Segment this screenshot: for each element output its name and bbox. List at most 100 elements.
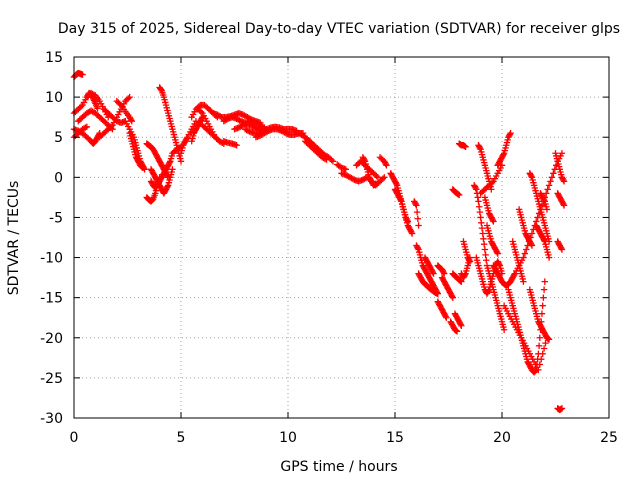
x-tick-label: 10 <box>279 430 297 446</box>
y-axis-label: SDTVAR / TECUs <box>6 181 22 296</box>
y-tick-label: -10 <box>40 251 63 267</box>
data-point <box>139 164 146 171</box>
y-tick-label: 15 <box>45 50 63 66</box>
x-tick-label: 20 <box>493 430 511 446</box>
data-series <box>209 109 264 126</box>
data-point <box>472 184 479 192</box>
data-point <box>461 271 469 279</box>
y-tick-label: -30 <box>40 411 63 427</box>
data-point <box>413 202 420 209</box>
data-series <box>554 238 566 253</box>
data-point <box>488 186 495 193</box>
data-point <box>540 345 548 352</box>
data-point <box>482 251 489 259</box>
x-tick-label: 25 <box>600 430 618 446</box>
data-point <box>536 334 544 341</box>
chart-title: Day 315 of 2025, Sidereal Day-to-day VTE… <box>58 21 620 37</box>
data-series <box>199 121 227 147</box>
data-point <box>528 240 535 248</box>
data-series <box>143 140 172 181</box>
data-series <box>554 405 566 414</box>
data-point <box>457 321 464 328</box>
data-point <box>528 230 536 237</box>
data-series <box>113 97 135 125</box>
data-point <box>483 257 490 264</box>
data-point <box>177 158 185 165</box>
data-point <box>321 155 329 163</box>
data-point <box>434 290 441 297</box>
data-point <box>528 172 535 180</box>
data-point <box>169 166 176 173</box>
data-point <box>480 240 488 248</box>
data-point <box>233 142 240 149</box>
data-series <box>434 262 448 277</box>
data-series <box>470 182 508 333</box>
data-series <box>338 170 388 189</box>
data-series <box>126 130 146 171</box>
data-series <box>359 154 379 189</box>
data-point <box>412 200 419 208</box>
y-tick-label: 10 <box>45 90 63 106</box>
data-point <box>510 271 518 279</box>
data-point <box>560 178 568 185</box>
data-point <box>481 246 489 253</box>
data-point <box>462 143 469 151</box>
data-point <box>473 186 480 193</box>
data-point <box>490 218 497 225</box>
data-point <box>79 71 86 78</box>
data-point <box>474 194 481 201</box>
data-point <box>507 130 514 137</box>
data-point <box>127 116 135 124</box>
data-point <box>540 286 548 293</box>
data-point <box>465 257 473 264</box>
data-point <box>381 174 388 181</box>
data-point <box>414 244 422 252</box>
data-series <box>231 117 268 133</box>
data-point <box>493 249 501 256</box>
data-point <box>494 250 501 257</box>
data-series <box>456 140 469 151</box>
plot-frame <box>73 56 610 419</box>
data-point <box>183 135 190 142</box>
data-series <box>460 238 474 265</box>
grid-lines <box>74 57 609 418</box>
data-series <box>177 117 200 157</box>
data-point <box>361 156 368 164</box>
data-series <box>70 69 86 81</box>
data-point <box>94 105 101 112</box>
data-point <box>342 166 349 173</box>
data-point <box>448 293 456 300</box>
data-point <box>558 405 566 412</box>
data-point <box>540 196 548 204</box>
data-point <box>560 176 567 184</box>
data-point <box>329 158 337 165</box>
axes: 0 5 10 15 20 25 15 10 5 0 -5 -10 -15 -20 -25 -30 <box>40 50 618 446</box>
data-series <box>434 298 450 321</box>
data-point <box>157 86 165 93</box>
data-point <box>217 113 224 120</box>
data-point <box>164 183 171 190</box>
x-tick-label: 0 <box>70 430 79 446</box>
data-point <box>523 246 530 253</box>
data-point <box>415 222 422 229</box>
data-point <box>506 131 514 138</box>
data-point <box>83 123 91 130</box>
data-point <box>458 278 465 285</box>
data-point <box>236 117 243 124</box>
data-point <box>126 93 133 101</box>
data-series <box>295 130 337 165</box>
data-point <box>478 224 486 232</box>
data-point <box>478 219 485 226</box>
data-point <box>383 162 390 169</box>
data-point <box>480 235 487 243</box>
y-tick-label: -20 <box>40 331 63 347</box>
data-series <box>526 286 553 343</box>
data-point <box>107 123 115 130</box>
data-point <box>560 200 567 208</box>
data-point <box>475 198 482 205</box>
data-point <box>547 178 554 185</box>
data-point <box>442 313 449 320</box>
data-point <box>382 160 389 168</box>
data-series <box>391 186 416 237</box>
data-point <box>373 172 380 180</box>
